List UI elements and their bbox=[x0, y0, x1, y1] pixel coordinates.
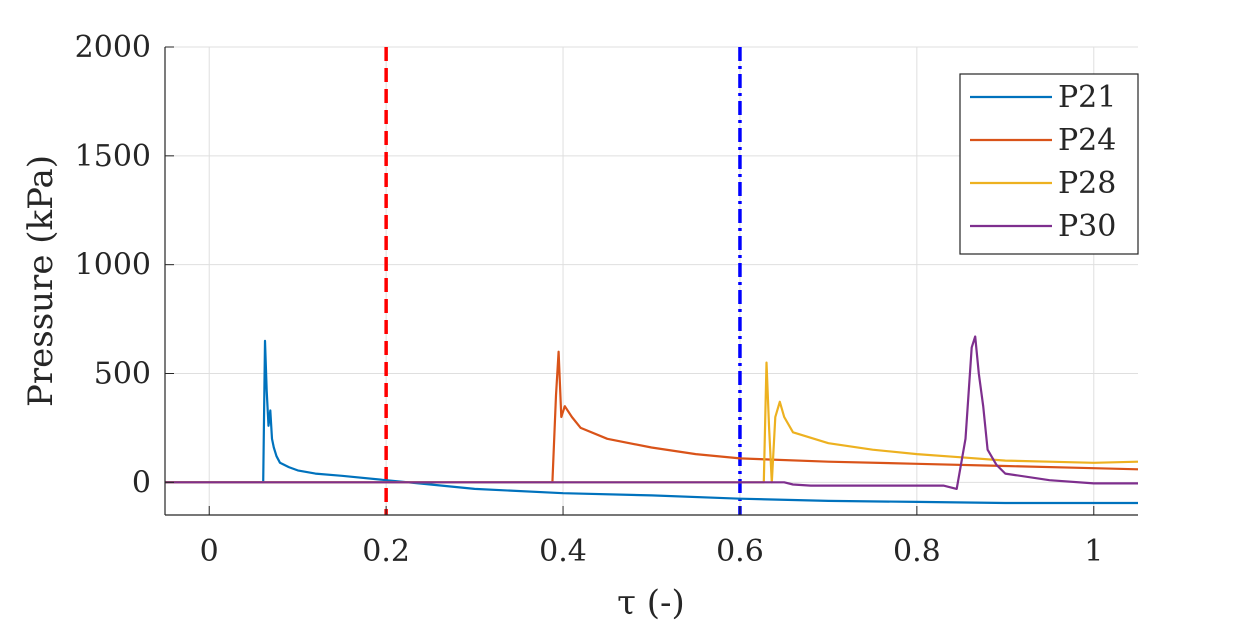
legend-label: P30 bbox=[1058, 209, 1116, 244]
x-tick-label: 0.4 bbox=[539, 534, 587, 569]
x-axis-label: τ (-) bbox=[617, 583, 685, 623]
legend-label: P24 bbox=[1058, 123, 1116, 158]
series bbox=[165, 335, 1139, 505]
legend-box bbox=[959, 73, 1139, 255]
ticks: 0 0.2 0.4 0.6 0.8 1 0 500 1000 1500 2000 bbox=[75, 30, 1104, 569]
y-tick-label: 1500 bbox=[75, 139, 151, 174]
reference-lines bbox=[384, 47, 742, 515]
axes bbox=[164, 47, 1138, 516]
series-line-p24 bbox=[165, 350, 1139, 484]
x-tick-label: 1 bbox=[1084, 534, 1103, 569]
legend-label: P21 bbox=[1058, 80, 1116, 115]
y-tick-label: 1000 bbox=[75, 248, 151, 283]
series-line-p21 bbox=[165, 339, 1138, 505]
series-line-p28 bbox=[165, 361, 1139, 484]
y-tick-label: 500 bbox=[94, 357, 151, 392]
y-axis-label: Pressure (kPa) bbox=[21, 155, 61, 407]
x-tick-label: 0.6 bbox=[716, 534, 764, 569]
x-tick-label: 0 bbox=[200, 534, 219, 569]
x-tick-label: 0.8 bbox=[893, 534, 941, 569]
series-line-p30 bbox=[165, 335, 1138, 490]
y-tick-label: 0 bbox=[132, 465, 151, 500]
legend-label: P28 bbox=[1058, 166, 1116, 201]
x-tick-label: 0.2 bbox=[362, 534, 410, 569]
legend: P21 P24 P28 P30 bbox=[959, 73, 1139, 255]
y-tick-label: 2000 bbox=[75, 30, 151, 65]
